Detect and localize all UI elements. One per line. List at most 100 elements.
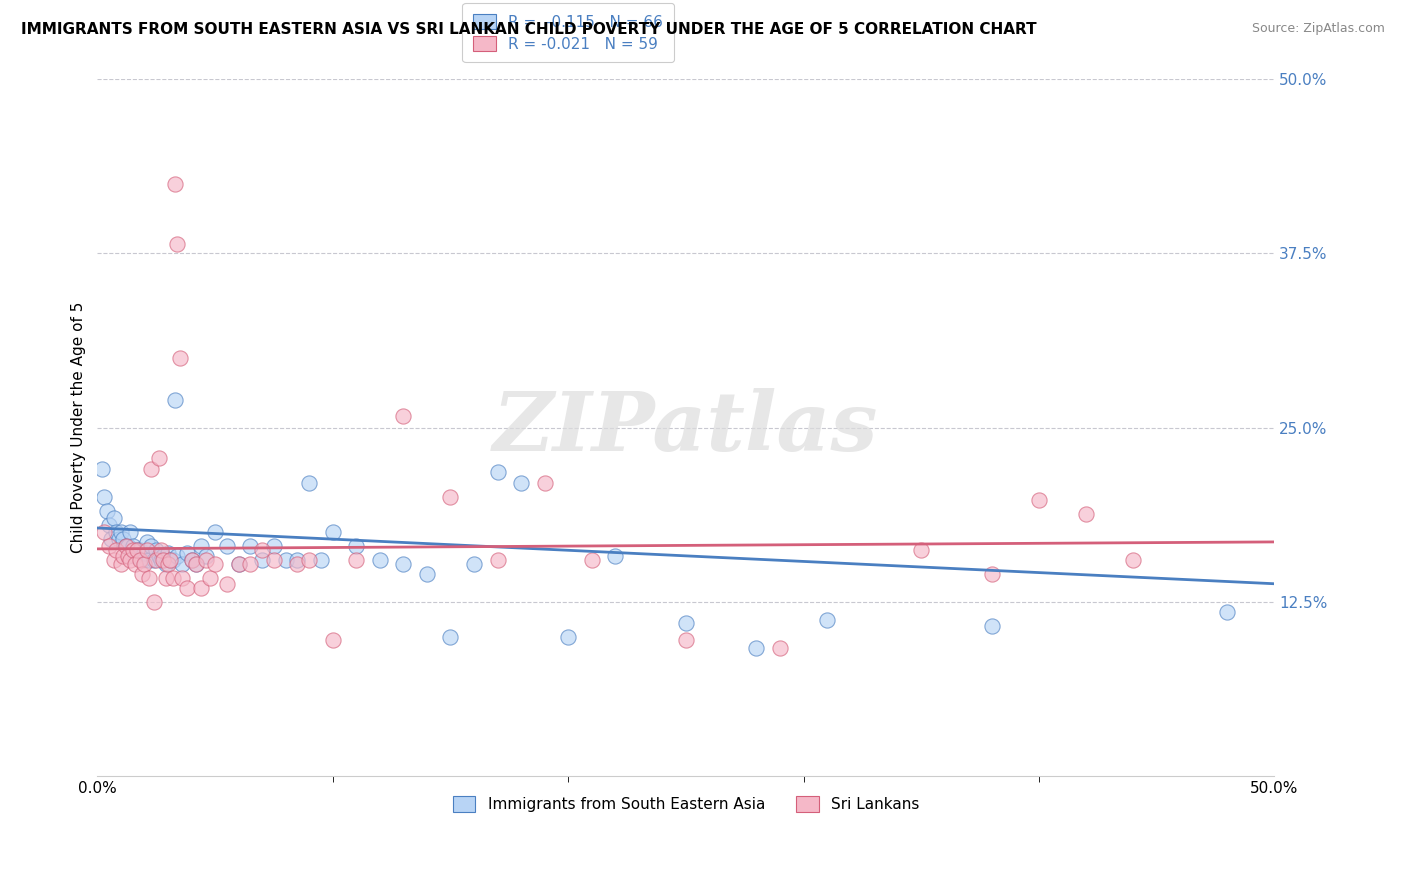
Point (486, 465, 509, 479)
Point (127, 543, 149, 558)
Point (176, 546, 198, 560)
Point (186, 558, 208, 572)
Point (131, 553, 153, 567)
Point (135, 543, 157, 558)
Point (980, 566, 1002, 581)
Point (186, 558, 208, 572)
Point (142, 553, 165, 567)
Point (486, 553, 509, 567)
Point (163, 392, 186, 407)
Point (309, 553, 332, 567)
Point (98, 518, 121, 533)
Point (103, 553, 125, 567)
Point (298, 553, 321, 567)
Point (93, 525, 115, 540)
Point (124, 558, 146, 572)
Point (439, 491, 461, 505)
Point (250, 543, 273, 558)
Point (156, 546, 179, 560)
Point (200, 571, 222, 585)
Point (190, 539, 212, 553)
Point (128, 553, 150, 567)
Point (155, 558, 177, 572)
Point (159, 553, 181, 567)
Point (228, 558, 250, 572)
Point (1074, 507, 1097, 521)
Point (149, 543, 172, 558)
Point (166, 549, 188, 563)
Point (120, 525, 142, 540)
Text: Source: ZipAtlas.com: Source: ZipAtlas.com (1251, 22, 1385, 36)
Point (134, 558, 156, 572)
Point (322, 632, 344, 647)
Point (322, 525, 344, 540)
Point (675, 615, 697, 630)
Point (149, 553, 172, 567)
Point (148, 549, 170, 563)
Point (533, 476, 555, 491)
Point (141, 462, 163, 476)
Point (298, 476, 321, 491)
Point (274, 553, 297, 567)
Point (117, 549, 139, 563)
Point (263, 553, 285, 567)
Point (156, 558, 179, 572)
Point (121, 543, 143, 558)
Point (557, 630, 579, 644)
Point (463, 558, 485, 572)
Point (172, 571, 194, 585)
Point (110, 558, 132, 572)
Point (141, 539, 163, 553)
Point (152, 553, 174, 567)
Point (131, 566, 153, 581)
Point (138, 571, 160, 585)
Point (239, 558, 262, 572)
Point (239, 539, 262, 553)
Point (105, 525, 128, 540)
Point (250, 553, 273, 567)
Point (93, 491, 115, 505)
Text: IMMIGRANTS FROM SOUTH EASTERN ASIA VS SRI LANKAN CHILD POVERTY UNDER THE AGE OF : IMMIGRANTS FROM SOUTH EASTERN ASIA VS SR… (21, 22, 1036, 37)
Point (162, 571, 184, 585)
Point (114, 539, 136, 553)
Point (194, 553, 217, 567)
Point (180, 553, 202, 567)
Point (1216, 605, 1239, 619)
Point (142, 595, 165, 609)
Point (163, 177, 186, 191)
Point (510, 476, 533, 491)
Point (204, 558, 226, 572)
Point (121, 539, 143, 553)
Point (194, 549, 217, 563)
Point (96, 504, 118, 518)
Point (176, 581, 198, 595)
Point (103, 511, 125, 525)
Point (392, 558, 415, 572)
Point (98, 539, 121, 553)
Point (344, 553, 367, 567)
Point (910, 543, 932, 558)
Point (769, 640, 792, 655)
Point (148, 451, 170, 466)
Point (190, 581, 212, 595)
Legend: Immigrants from South Eastern Asia, Sri Lankans: Immigrants from South Eastern Asia, Sri … (440, 784, 931, 824)
Point (117, 539, 139, 553)
Point (145, 553, 167, 567)
Point (155, 571, 177, 585)
Point (112, 532, 135, 546)
Point (204, 525, 226, 540)
Text: ZIPatlas: ZIPatlas (494, 388, 879, 467)
Point (263, 539, 285, 553)
Point (215, 576, 238, 591)
Point (135, 535, 157, 549)
Point (128, 543, 150, 558)
Point (114, 539, 136, 553)
Point (605, 549, 627, 563)
Point (1122, 553, 1144, 567)
Point (745, 640, 768, 655)
Point (439, 630, 461, 644)
Point (162, 553, 184, 567)
Point (107, 532, 129, 546)
Point (124, 549, 146, 563)
Point (675, 632, 697, 647)
